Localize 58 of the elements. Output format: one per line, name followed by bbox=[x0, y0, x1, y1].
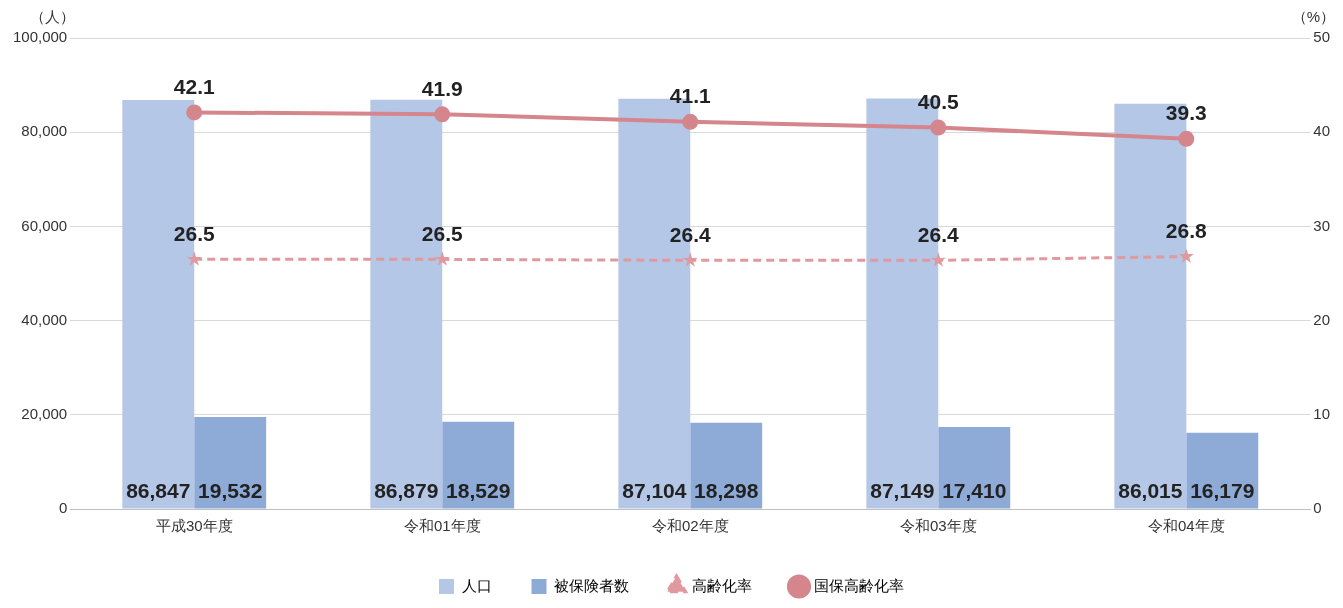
data-label: 26.8 bbox=[1165, 218, 1208, 242]
legend-label: 人口 bbox=[461, 576, 492, 594]
y-tick-label: 20,000 bbox=[21, 404, 68, 422]
y-axis-title: （人） bbox=[30, 7, 75, 25]
data-label: 26.4 bbox=[669, 222, 712, 246]
point bbox=[930, 252, 946, 267]
x-tick-label: 令和04年度 bbox=[1147, 517, 1225, 535]
point bbox=[1178, 248, 1194, 264]
point bbox=[682, 252, 698, 267]
data-label: 86,879 bbox=[374, 479, 439, 503]
data-label: 39.3 bbox=[1165, 101, 1207, 125]
data-label: 17,410 bbox=[942, 479, 1007, 503]
y2-tick-label: 10 bbox=[1313, 404, 1330, 422]
data-label: 41.9 bbox=[421, 76, 463, 100]
y-tick-label: 100,000 bbox=[12, 28, 68, 46]
data-label: 26.5 bbox=[421, 221, 463, 245]
y-tick-label: 60,000 bbox=[21, 216, 68, 234]
y2-tick-label: 20 bbox=[1313, 310, 1330, 328]
legend-label: 高齢化率 bbox=[691, 576, 752, 594]
bar bbox=[938, 427, 1011, 509]
y2-tick-label: 30 bbox=[1313, 216, 1330, 234]
data-label: 87,104 bbox=[622, 479, 687, 503]
y-tick-label: 0 bbox=[58, 499, 68, 517]
point bbox=[186, 251, 202, 266]
data-label: 18,529 bbox=[446, 479, 511, 503]
data-label: 19,532 bbox=[198, 479, 263, 503]
data-label: 26.4 bbox=[917, 222, 960, 246]
x-tick-label: 令和02年度 bbox=[651, 517, 729, 535]
legend-label: 国保高齢化率 bbox=[814, 576, 904, 594]
data-label: 16,179 bbox=[1190, 479, 1255, 503]
data-label: 41.1 bbox=[669, 84, 712, 108]
point bbox=[1178, 130, 1195, 147]
y2-tick-label: 0 bbox=[1313, 499, 1322, 517]
bar bbox=[442, 421, 515, 509]
point bbox=[434, 251, 450, 266]
data-label: 86,847 bbox=[126, 479, 191, 503]
y2-axis-title: （%） bbox=[1291, 7, 1335, 25]
x-tick-label: 令和01年度 bbox=[403, 517, 481, 535]
data-label: 87,149 bbox=[870, 479, 935, 503]
bar bbox=[1186, 432, 1259, 509]
y-tick-label: 40,000 bbox=[21, 310, 68, 328]
y2-tick-label: 40 bbox=[1313, 122, 1330, 140]
point bbox=[930, 119, 947, 136]
point bbox=[186, 104, 203, 121]
x-tick-label: 平成30年度 bbox=[155, 517, 233, 535]
y2-tick-label: 50 bbox=[1313, 28, 1330, 46]
y-tick-label: 80,000 bbox=[21, 122, 68, 140]
point bbox=[434, 106, 451, 123]
data-label: 40.5 bbox=[917, 89, 960, 113]
data-label: 42.1 bbox=[173, 74, 215, 98]
x-tick-label: 令和03年度 bbox=[899, 517, 977, 535]
point bbox=[682, 113, 699, 130]
data-label: 18,298 bbox=[694, 479, 759, 503]
bar bbox=[194, 417, 267, 509]
data-label: 26.5 bbox=[173, 221, 215, 245]
bar bbox=[690, 422, 763, 509]
legend-label: 被保険者数 bbox=[554, 576, 629, 594]
data-label: 86,015 bbox=[1118, 479, 1183, 503]
